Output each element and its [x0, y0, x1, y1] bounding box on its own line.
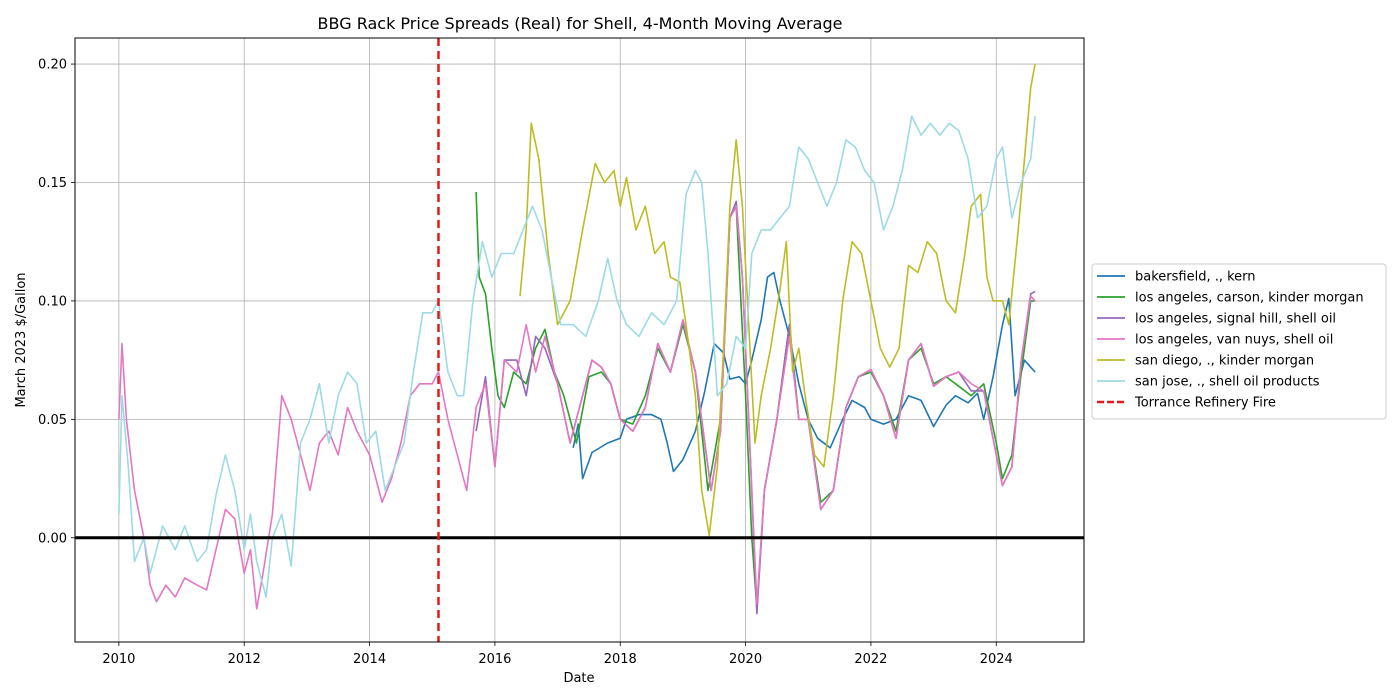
axes-frame [74, 37, 1085, 643]
y-tick-label: 0.00 [38, 531, 67, 546]
series-line-bakersfield-kern [572, 271, 1036, 480]
x-tick-label: 2016 [478, 652, 511, 667]
series-line-san-diego-kinder-morgan [519, 63, 1036, 537]
y-axis: 0.00 0.05 0.10 0.15 0.20 [38, 58, 75, 546]
series-line-los-angeles-van-nuys-shell-oil [118, 205, 1036, 610]
y-axis-label: March 2023 $/Gallon [14, 272, 29, 407]
x-tick-label: 2010 [102, 652, 135, 667]
legend-label: los angeles, carson, kinder morgan [1135, 291, 1364, 306]
legend-label: Torrance Refinery Fire [1134, 396, 1276, 411]
plot-area [75, 38, 1084, 642]
x-tick-label: 2020 [729, 652, 762, 667]
x-tick-label: 2012 [228, 652, 261, 667]
grid-lines [75, 38, 1084, 642]
x-axis-label: Date [563, 671, 594, 686]
legend-label: san jose, ., shell oil products [1135, 375, 1320, 390]
y-tick-label: 0.05 [38, 413, 67, 428]
legend-label: los angeles, van nuys, shell oil [1135, 333, 1333, 348]
y-tick-label: 0.10 [38, 294, 67, 309]
x-tick-label: 2024 [980, 652, 1013, 667]
legend: bakersfield, ., kern los angeles, carson,… [1091, 263, 1387, 420]
x-tick-label: 2014 [353, 652, 386, 667]
x-tick-label: 2018 [604, 652, 637, 667]
series-line-san-jose-shell-oil-products [118, 115, 1036, 598]
chart-title: BBG Rack Price Spreads (Real) for Shell,… [318, 14, 843, 33]
y-tick-label: 0.15 [38, 176, 67, 191]
x-axis: 2010 2012 2014 2016 2018 2020 2022 2024 [102, 642, 1013, 667]
x-tick-label: 2022 [854, 652, 887, 667]
series-line-los-angeles-signal-hill-shell-oil [475, 200, 1036, 615]
legend-label: san diego, ., kinder morgan [1135, 354, 1314, 369]
legend-label: bakersfield, ., kern [1135, 270, 1256, 285]
legend-label: los angeles, signal hill, shell oil [1135, 312, 1336, 327]
legend-box [1091, 263, 1387, 420]
y-tick-label: 0.20 [38, 58, 67, 73]
